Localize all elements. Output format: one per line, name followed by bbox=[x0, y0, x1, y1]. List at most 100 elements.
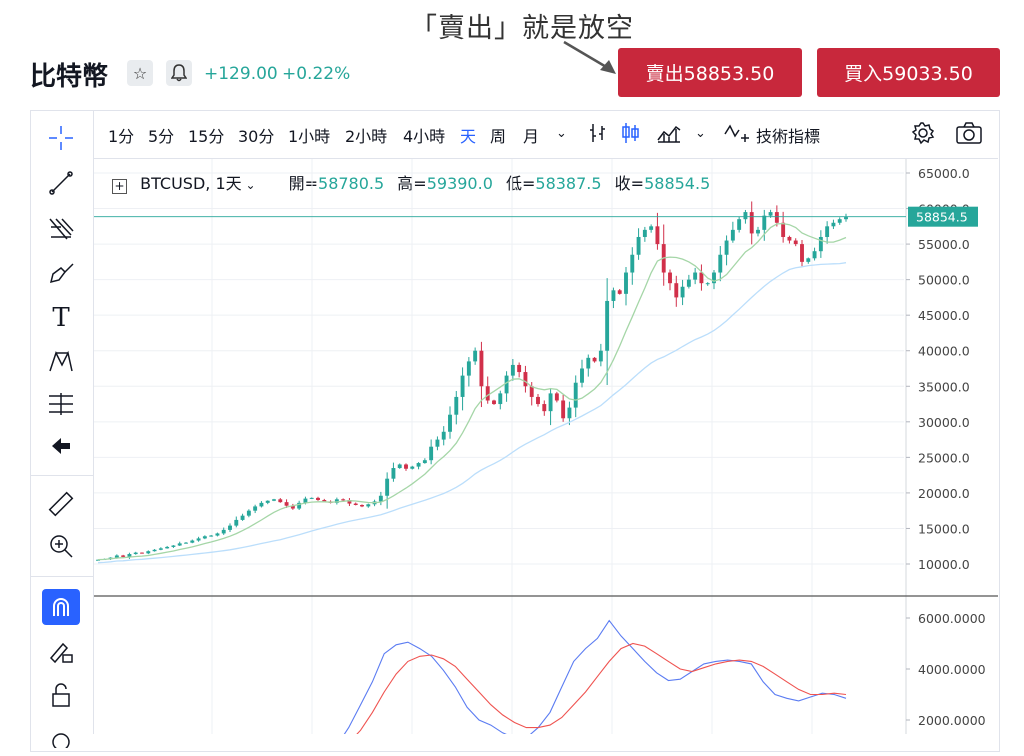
candle-body bbox=[548, 393, 553, 412]
price-tick-label: 40000.0 bbox=[918, 344, 970, 359]
indicator-tick-label: 4000.0000 bbox=[918, 662, 986, 677]
candle-body bbox=[441, 431, 446, 440]
candle-body bbox=[598, 350, 603, 362]
sell-button[interactable]: 賣出58853.50 bbox=[618, 48, 802, 97]
candle-body bbox=[146, 551, 151, 554]
pattern-icon[interactable] bbox=[42, 344, 80, 380]
candle-body bbox=[133, 552, 138, 555]
candle-body bbox=[730, 229, 735, 241]
candle-body bbox=[221, 529, 226, 534]
camera-snapshot-icon[interactable] bbox=[955, 121, 983, 149]
candle-body bbox=[466, 361, 471, 376]
price-chart[interactable]: 65000.060000.055000.050000.045000.040000… bbox=[94, 159, 998, 734]
candle-body bbox=[347, 500, 352, 504]
price-tick-label: 50000.0 bbox=[918, 273, 970, 288]
candle-body bbox=[309, 497, 314, 499]
candle-body bbox=[517, 364, 522, 373]
chart-type-chevron-icon[interactable]: ⌄ bbox=[695, 126, 706, 141]
eye-icon[interactable] bbox=[42, 720, 80, 756]
last-price-tag bbox=[908, 206, 978, 227]
candle-body bbox=[253, 506, 258, 511]
candle-body bbox=[831, 222, 836, 227]
candle-body bbox=[712, 272, 716, 284]
chevron-down-icon[interactable]: ⌄ bbox=[556, 126, 567, 141]
arrow-left-icon[interactable] bbox=[42, 428, 80, 464]
interval-2h[interactable]: 2小時 bbox=[345, 127, 388, 146]
bar-chart-type-icon[interactable] bbox=[588, 122, 608, 148]
magnet-icon[interactable] bbox=[42, 589, 80, 625]
candle-body bbox=[737, 219, 742, 230]
interval-15m[interactable]: 15分 bbox=[188, 127, 225, 146]
candle-body bbox=[410, 466, 415, 469]
area-chart-type-icon[interactable] bbox=[656, 122, 682, 148]
trend-line-icon[interactable] bbox=[42, 165, 80, 201]
interval-1m[interactable]: 1分 bbox=[108, 127, 135, 146]
candle-body bbox=[435, 439, 440, 447]
candle-body bbox=[158, 548, 163, 550]
candle-body bbox=[793, 240, 798, 245]
candle-body bbox=[454, 396, 459, 415]
interval-week[interactable]: 周 bbox=[490, 127, 507, 146]
candle-body bbox=[580, 368, 584, 383]
interval-30m[interactable]: 30分 bbox=[238, 127, 275, 146]
interval-month[interactable]: 月 bbox=[523, 127, 540, 146]
candle-body bbox=[429, 446, 434, 461]
candle-body bbox=[718, 254, 723, 273]
ruler-icon[interactable] bbox=[42, 486, 80, 522]
brush-icon[interactable] bbox=[42, 255, 80, 291]
candle-body bbox=[762, 215, 767, 230]
candle-body bbox=[636, 236, 641, 255]
interval-1h[interactable]: 1小時 bbox=[288, 127, 331, 146]
candle-body bbox=[573, 382, 578, 408]
price-change-abs: +129.00 bbox=[204, 64, 278, 84]
indicators-icon[interactable] bbox=[723, 122, 749, 150]
interval-4h[interactable]: 4小時 bbox=[403, 127, 446, 146]
candle-body bbox=[818, 236, 823, 252]
interval-5m[interactable]: 5分 bbox=[148, 127, 175, 146]
buy-button[interactable]: 買入59033.50 bbox=[817, 48, 1000, 97]
candle-body bbox=[177, 543, 182, 546]
legend-symbol[interactable]: BTCUSD, 1天 bbox=[140, 174, 242, 193]
candle-body bbox=[536, 396, 540, 405]
candle-body bbox=[724, 240, 729, 255]
settings-gear-icon[interactable] bbox=[911, 121, 935, 149]
macd-line bbox=[343, 619, 847, 734]
lock-drawing-icon[interactable] bbox=[42, 633, 80, 669]
candle-body bbox=[422, 460, 427, 464]
candle-body bbox=[806, 258, 811, 262]
candle-body bbox=[391, 468, 396, 479]
symbol-chevron-icon[interactable]: ⌄ bbox=[241, 178, 256, 192]
candle-body bbox=[209, 535, 214, 537]
text-tool-icon[interactable]: T bbox=[52, 303, 70, 333]
interval-day[interactable]: 天 bbox=[460, 127, 477, 146]
candle-body bbox=[542, 404, 547, 412]
candle-body bbox=[378, 495, 383, 502]
legend-open: 58780.5 bbox=[318, 174, 385, 193]
candle-body bbox=[171, 545, 176, 547]
candle-body bbox=[523, 372, 528, 387]
favorite-star-icon[interactable]: ☆ bbox=[127, 60, 153, 86]
candle-body bbox=[246, 510, 251, 516]
price-tick-label: 20000.0 bbox=[918, 486, 970, 501]
measure-sliders-icon[interactable] bbox=[42, 386, 80, 422]
indicators-button[interactable]: 技術指標 bbox=[756, 127, 821, 146]
unlock-icon[interactable] bbox=[42, 677, 80, 713]
candle-body bbox=[278, 499, 283, 503]
candle-body bbox=[265, 500, 270, 503]
candle-body bbox=[567, 407, 572, 419]
candle-body bbox=[768, 212, 773, 216]
fib-tool-icon[interactable] bbox=[42, 210, 80, 246]
candle-body bbox=[460, 375, 465, 397]
candle-body bbox=[642, 229, 647, 237]
candle-body bbox=[630, 254, 635, 273]
legend-collapse-icon[interactable]: + bbox=[112, 179, 127, 194]
zoom-in-icon[interactable] bbox=[42, 528, 80, 564]
candle-body bbox=[504, 375, 509, 394]
candles-chart-type-icon[interactable] bbox=[621, 122, 641, 148]
crosshair-icon[interactable] bbox=[42, 120, 80, 156]
candle-body bbox=[743, 212, 748, 220]
annotation-arrow bbox=[563, 40, 616, 74]
candle-body bbox=[554, 393, 559, 401]
alert-bell-icon[interactable] bbox=[166, 60, 192, 86]
candle-body bbox=[586, 357, 591, 369]
